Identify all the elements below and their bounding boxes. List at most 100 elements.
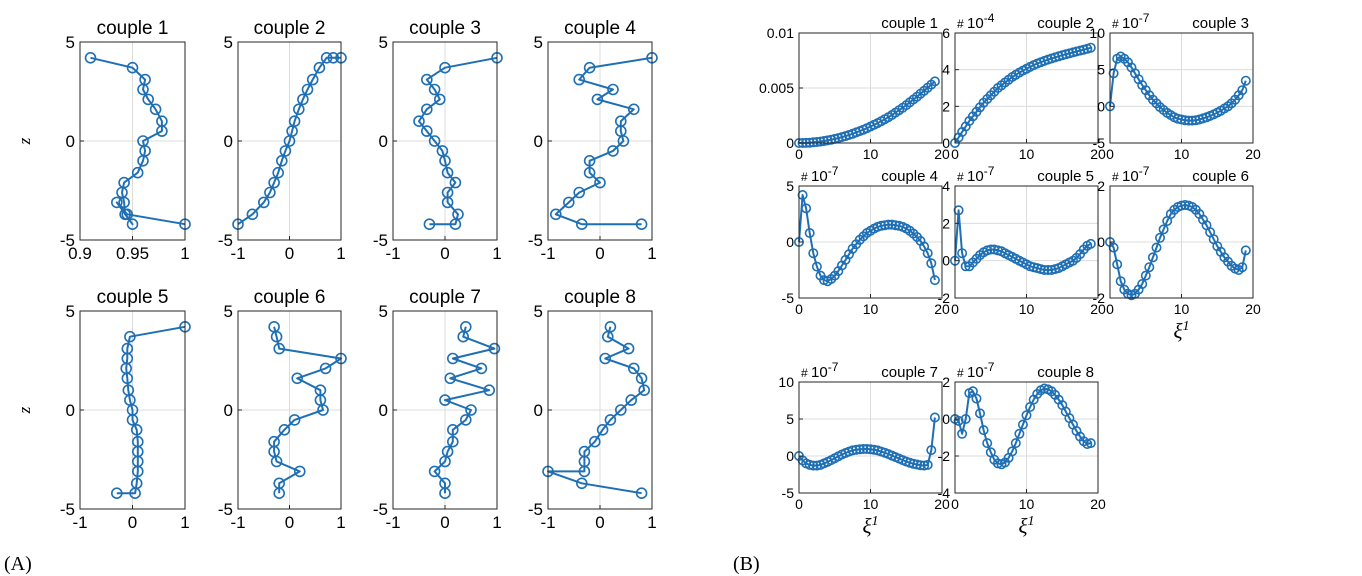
data-point [596, 423, 609, 436]
exponent-label: # 10-7 [801, 360, 839, 381]
y-tick-label: 5 [1097, 62, 1105, 78]
subplot-title: couple 1 [97, 18, 169, 39]
data-point [288, 115, 301, 127]
data-point [622, 342, 635, 355]
data-point [439, 394, 451, 406]
data-point [811, 261, 822, 272]
data-point [851, 444, 862, 455]
data-point [1144, 262, 1155, 273]
data-point [459, 414, 472, 426]
data-point [1180, 200, 1191, 211]
y-tick-label: 2 [942, 374, 950, 390]
y-tick-label: -4 [938, 485, 951, 501]
y-tick-label: 0 [534, 401, 543, 420]
data-point [293, 465, 306, 478]
data-point [879, 220, 890, 231]
data-point [919, 460, 930, 471]
data-point [413, 115, 425, 127]
data-point [488, 342, 501, 355]
x-tick-label: 10 [1174, 146, 1190, 162]
x-tick-label: 10 [863, 496, 879, 512]
data-point [865, 444, 876, 455]
data-point [890, 220, 901, 231]
x-tick-label: 20 [934, 301, 950, 317]
data-point [815, 136, 826, 147]
y-tick-label: -5 [528, 231, 543, 250]
y-tick-label: 0 [66, 401, 75, 420]
data-point [1115, 276, 1126, 287]
data-point [423, 218, 436, 230]
series-line [554, 56, 653, 226]
data-point [1108, 242, 1119, 253]
data-point [607, 145, 619, 157]
x-tick-label: -1 [540, 513, 555, 532]
data-point [1180, 115, 1191, 126]
data-point [1014, 428, 1025, 439]
data-point [420, 73, 433, 86]
x-tick-label: 20 [934, 496, 950, 512]
data-point [1112, 259, 1123, 270]
data-point [1240, 75, 1251, 86]
data-point [465, 404, 477, 416]
x-tick-label: 1 [647, 513, 656, 532]
x-tick-label: 1 [180, 513, 189, 532]
x-tick-label: 10 [1019, 301, 1035, 317]
y-tick-label: -5 [60, 500, 75, 519]
data-point [129, 487, 141, 500]
data-point [604, 414, 617, 426]
subplot-title: couple 2 [254, 18, 326, 39]
y-tick-label: 0 [224, 401, 233, 420]
subplot-a-1: 0.9 0.95 1 -5 0 5 couple 1 z [15, 18, 191, 263]
y-tick-label: -5 [782, 485, 795, 501]
data-point [278, 423, 291, 436]
data-point [1043, 264, 1054, 275]
data-point [583, 61, 596, 74]
subplot-title: couple 6 [1192, 168, 1249, 185]
data-point [306, 73, 319, 86]
data-point [246, 208, 259, 221]
data-point [273, 487, 286, 500]
x-tick-label: -1 [230, 244, 245, 263]
exponent-label: # 10-4 [957, 11, 995, 32]
x-axis-label: ξ1 [863, 514, 879, 538]
subplot-b-8: 0 10 20 -4 -2 0 2 couple 8 # 10-7 ξ1 [938, 360, 1106, 538]
data-point [638, 384, 651, 397]
data-point [953, 415, 964, 426]
y-axis-label: z [15, 137, 34, 145]
data-point [982, 438, 993, 449]
data-point [808, 460, 819, 471]
data-point [1010, 438, 1021, 449]
subplot-title: couple 4 [564, 18, 636, 39]
data-point [1017, 419, 1028, 430]
data-point [446, 435, 459, 448]
data-point [594, 176, 606, 189]
data-point [876, 220, 887, 231]
data-point [439, 61, 451, 74]
data-point [446, 423, 459, 436]
subplot-title: couple 4 [881, 168, 938, 185]
exponent-label: # 10-7 [1112, 164, 1150, 185]
x-tick-label: -1 [72, 513, 87, 532]
x-tick-label: 10 [1019, 496, 1035, 512]
subplot-title: couple 7 [409, 287, 481, 308]
subplot-title: couple 8 [564, 287, 636, 308]
x-tick-label: 0 [795, 496, 803, 512]
data-point [288, 414, 301, 426]
data-point [272, 166, 285, 179]
data-point [1085, 438, 1096, 449]
data-point [149, 103, 162, 116]
subplot-a-7: -1 0 1 -5 0 5 couple 7 [373, 287, 502, 532]
data-point [929, 412, 940, 423]
data-point [444, 372, 457, 385]
data-point [861, 443, 872, 454]
data-point [441, 196, 454, 209]
data-point [449, 176, 462, 189]
data-point [84, 51, 97, 64]
y-tick-label: 0 [224, 132, 233, 151]
panel-b-label: (B) [733, 553, 760, 575]
y-tick-label: -5 [373, 500, 388, 519]
subplot-title: couple 2 [1037, 15, 1094, 32]
